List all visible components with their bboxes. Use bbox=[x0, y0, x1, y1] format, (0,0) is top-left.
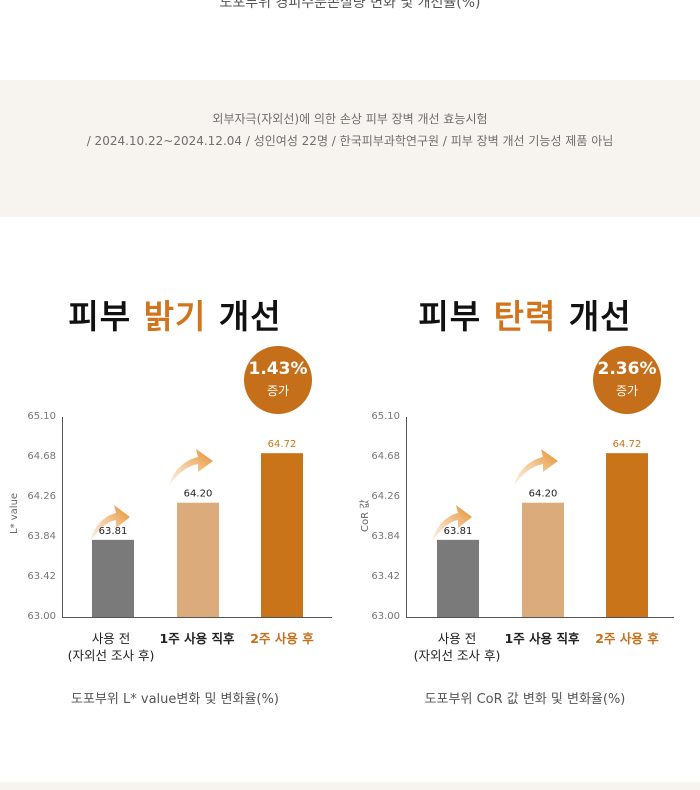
chart-title: 피부 탄력 개선 bbox=[350, 290, 700, 338]
x-axis-line bbox=[62, 617, 332, 618]
y-tick-label: 63.00 bbox=[27, 611, 56, 622]
x-category-line2: (자외선 조사 후) bbox=[413, 648, 501, 663]
bar-value-label: 63.81 bbox=[99, 526, 128, 537]
y-tick-label: 65.10 bbox=[27, 411, 56, 422]
y-tick-label: 65.10 bbox=[371, 411, 400, 422]
y-tick-label: 64.68 bbox=[27, 451, 56, 462]
chart-title-post: 개선 bbox=[556, 297, 632, 336]
x-category-line1: 사용 전 bbox=[437, 631, 477, 646]
chart-panel-brightness: 피부 밝기 개선 1.43% 증가 L* value 65.10 64.68 6… bbox=[0, 280, 350, 730]
y-axis-line bbox=[406, 417, 407, 617]
bar bbox=[522, 502, 564, 617]
increase-badge: 1.43% 증가 bbox=[244, 346, 312, 414]
y-tick-label: 63.84 bbox=[27, 531, 56, 542]
increase-badge-label: 증가 bbox=[266, 384, 290, 398]
chart-title-highlight: 밝기 bbox=[143, 297, 207, 336]
y-tick-label: 64.26 bbox=[371, 491, 400, 502]
chart-bars: 63.81 64.20 64.72 bbox=[92, 439, 303, 617]
y-axis-line bbox=[62, 417, 63, 617]
x-axis-line bbox=[406, 617, 674, 618]
bar bbox=[177, 502, 219, 617]
y-tick-label: 63.84 bbox=[371, 531, 400, 542]
increase-badge: 2.36% 증가 bbox=[593, 346, 661, 414]
x-category-label: 2주 사용 후 bbox=[227, 630, 337, 647]
x-category-line1: 1주 사용 직후 bbox=[504, 631, 580, 646]
chart-caption: 도포부위 CoR 값 변화 및 변화율(%) bbox=[424, 692, 626, 707]
bar-value-label: 64.20 bbox=[529, 489, 558, 500]
x-category-label: 사용 전 (자외선 조사 후) bbox=[402, 630, 512, 664]
bar bbox=[261, 453, 303, 617]
x-category-label: 2주 사용 후 bbox=[572, 630, 682, 647]
x-category-label: 1주 사용 직후 bbox=[142, 630, 252, 647]
bottom-band bbox=[0, 782, 700, 790]
bar-value-label: 64.72 bbox=[613, 439, 642, 450]
bar bbox=[437, 539, 479, 617]
study-info-title: 외부자극(자외선)에 의한 손상 피부 장벽 개선 효능시험 bbox=[212, 112, 488, 126]
study-info-box: 외부자극(자외선)에 의한 손상 피부 장벽 개선 효능시험 / 2024.10… bbox=[0, 80, 700, 217]
chart-caption: 도포부위 L* value변화 및 변화율(%) bbox=[71, 692, 279, 707]
increase-badge-percent: 1.43% bbox=[248, 359, 308, 379]
increase-badge-percent: 2.36% bbox=[597, 359, 657, 379]
x-category-line2: (자외선 조사 후) bbox=[67, 648, 155, 663]
y-tick-label: 63.42 bbox=[27, 571, 56, 582]
x-category-label: 1주 사용 직후 bbox=[487, 630, 597, 647]
x-category-line1: 2주 사용 후 bbox=[250, 631, 314, 646]
bar-value-label: 63.81 bbox=[444, 526, 473, 537]
increase-badge-label: 증가 bbox=[615, 384, 639, 398]
chart-bars: 63.81 64.20 64.72 bbox=[437, 439, 648, 617]
chart-title-pre: 피부 bbox=[68, 297, 144, 336]
y-tick-label: 63.42 bbox=[371, 571, 400, 582]
chart-title-highlight: 탄력 bbox=[493, 297, 557, 336]
study-info-details: / 2024.10.22~2024.12.04 / 성인여성 22명 / 한국피… bbox=[86, 134, 614, 148]
y-tick-label: 64.68 bbox=[371, 451, 400, 462]
chart-title-pre: 피부 bbox=[418, 297, 494, 336]
increase-arrow-icon bbox=[90, 505, 130, 542]
chart-panel-elasticity: 피부 탄력 개선 2.36% 증가 CoR 값 65.10 64.68 64.2… bbox=[350, 280, 700, 730]
chart-title: 피부 밝기 개선 bbox=[0, 290, 350, 338]
chart-title-post: 개선 bbox=[206, 297, 282, 336]
increase-arrow-icon bbox=[432, 505, 472, 542]
bar-value-label: 64.72 bbox=[268, 439, 297, 450]
bar bbox=[606, 453, 648, 617]
bar-value-label: 64.20 bbox=[184, 489, 213, 500]
increase-arrow-icon bbox=[514, 449, 558, 486]
x-category-line1: 1주 사용 직후 bbox=[159, 631, 235, 646]
x-category-label: 사용 전 (자외선 조사 후) bbox=[56, 630, 166, 664]
increase-arrow-icon bbox=[169, 449, 213, 486]
bar bbox=[92, 539, 134, 617]
x-category-line1: 사용 전 bbox=[91, 631, 131, 646]
top-caption: 도포부위 경피수분손실량 변화 및 개선율(%) bbox=[219, 0, 481, 11]
x-category-line1: 2주 사용 후 bbox=[595, 631, 659, 646]
y-tick-label: 64.26 bbox=[27, 491, 56, 502]
y-tick-label: 63.00 bbox=[371, 611, 400, 622]
